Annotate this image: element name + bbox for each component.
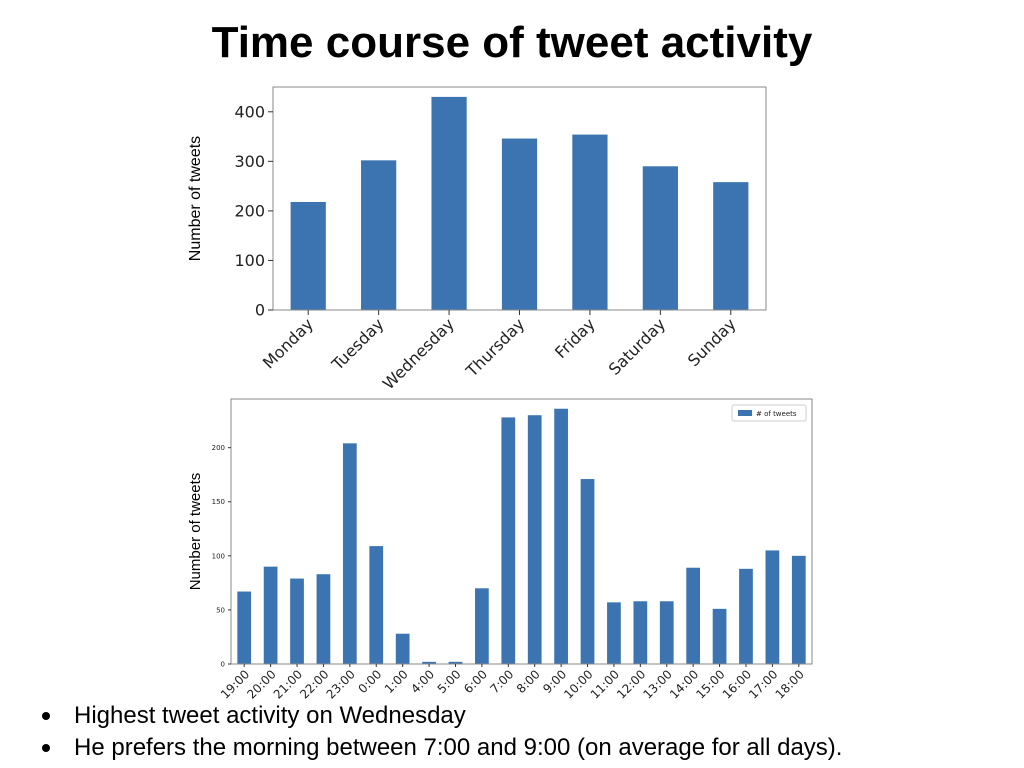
x-tick-label: 4:00 xyxy=(408,667,437,696)
x-tick-label: 5:00 xyxy=(435,667,464,696)
bar xyxy=(448,661,463,664)
y-tick-label: 0 xyxy=(255,301,265,320)
y-axis-label: Number of tweets xyxy=(187,473,204,591)
x-tick-label: 16:00 xyxy=(720,667,754,701)
x-tick-label: 22:00 xyxy=(297,667,331,701)
bar xyxy=(712,608,727,664)
bar xyxy=(633,601,648,664)
x-tick-label: 21:00 xyxy=(271,667,305,701)
y-tick-label: 400 xyxy=(234,102,265,121)
bar xyxy=(713,182,749,310)
x-tick-label: 17:00 xyxy=(746,667,780,701)
x-tick-label: 7:00 xyxy=(487,667,516,696)
bar xyxy=(765,550,780,664)
legend-label: # of tweets xyxy=(756,410,797,418)
slide-title: Time course of tweet activity xyxy=(211,18,813,67)
legend-swatch xyxy=(738,410,752,416)
bar xyxy=(263,566,278,664)
x-tick-label: 23:00 xyxy=(324,667,358,701)
bar xyxy=(607,602,621,664)
y-tick-label: 200 xyxy=(212,444,225,452)
y-tick-label: 300 xyxy=(234,152,265,171)
x-tick-label: 13:00 xyxy=(641,667,675,701)
y-axis-label: Number of tweets xyxy=(187,136,204,261)
y-tick-label: 0 xyxy=(221,660,225,668)
bar xyxy=(554,408,568,664)
legend-box xyxy=(731,404,807,422)
x-tick-label: 20:00 xyxy=(244,667,278,701)
bullet-text: He prefers the morning between 7:00 and … xyxy=(74,734,843,761)
bar xyxy=(361,160,397,310)
bar xyxy=(659,601,674,664)
x-tick-label: 12:00 xyxy=(614,667,648,701)
bar xyxy=(342,443,357,664)
bullet-dot-icon xyxy=(42,712,50,720)
bar xyxy=(527,415,542,664)
x-tick-label: 18:00 xyxy=(773,667,807,701)
bar xyxy=(686,567,701,664)
bar xyxy=(395,633,410,664)
x-tick-label: 14:00 xyxy=(667,667,701,701)
bar xyxy=(290,578,304,664)
bar xyxy=(642,166,678,310)
bar xyxy=(290,201,326,310)
bar xyxy=(580,479,595,664)
x-tick-label: 19:00 xyxy=(218,667,252,701)
bullet-item: Highest tweet activity on Wednesday xyxy=(40,700,842,732)
plot-frame xyxy=(230,398,813,665)
x-tick-label: 15:00 xyxy=(693,667,727,701)
x-tick-label: 6:00 xyxy=(461,667,490,696)
x-tick-label: 1:00 xyxy=(382,667,411,696)
x-tick-label: 8:00 xyxy=(514,667,543,696)
y-tick-label: 150 xyxy=(212,498,225,506)
x-tick-label: 11:00 xyxy=(588,667,622,701)
bar xyxy=(475,588,489,664)
y-tick-label: 200 xyxy=(234,201,265,220)
bar xyxy=(739,568,753,664)
bar xyxy=(791,555,806,664)
y-tick-label: 100 xyxy=(212,552,225,560)
bullet-text: Highest tweet activity on Wednesday xyxy=(74,702,466,729)
x-tick-label: 0:00 xyxy=(355,667,384,696)
bar xyxy=(237,591,252,664)
y-tick-label: 50 xyxy=(216,606,225,614)
bar xyxy=(369,546,384,664)
y-tick-label: 100 xyxy=(234,251,265,270)
bullet-list: Highest tweet activity on Wednesday He p… xyxy=(40,700,842,764)
bar xyxy=(316,574,331,664)
bar xyxy=(431,96,467,311)
bar xyxy=(501,417,516,664)
bar xyxy=(501,138,538,310)
bullet-dot-icon xyxy=(42,744,50,752)
bullet-item: He prefers the morning between 7:00 and … xyxy=(40,732,842,764)
x-tick-label: 10:00 xyxy=(561,667,595,701)
bar xyxy=(422,661,436,664)
bar xyxy=(572,134,608,310)
